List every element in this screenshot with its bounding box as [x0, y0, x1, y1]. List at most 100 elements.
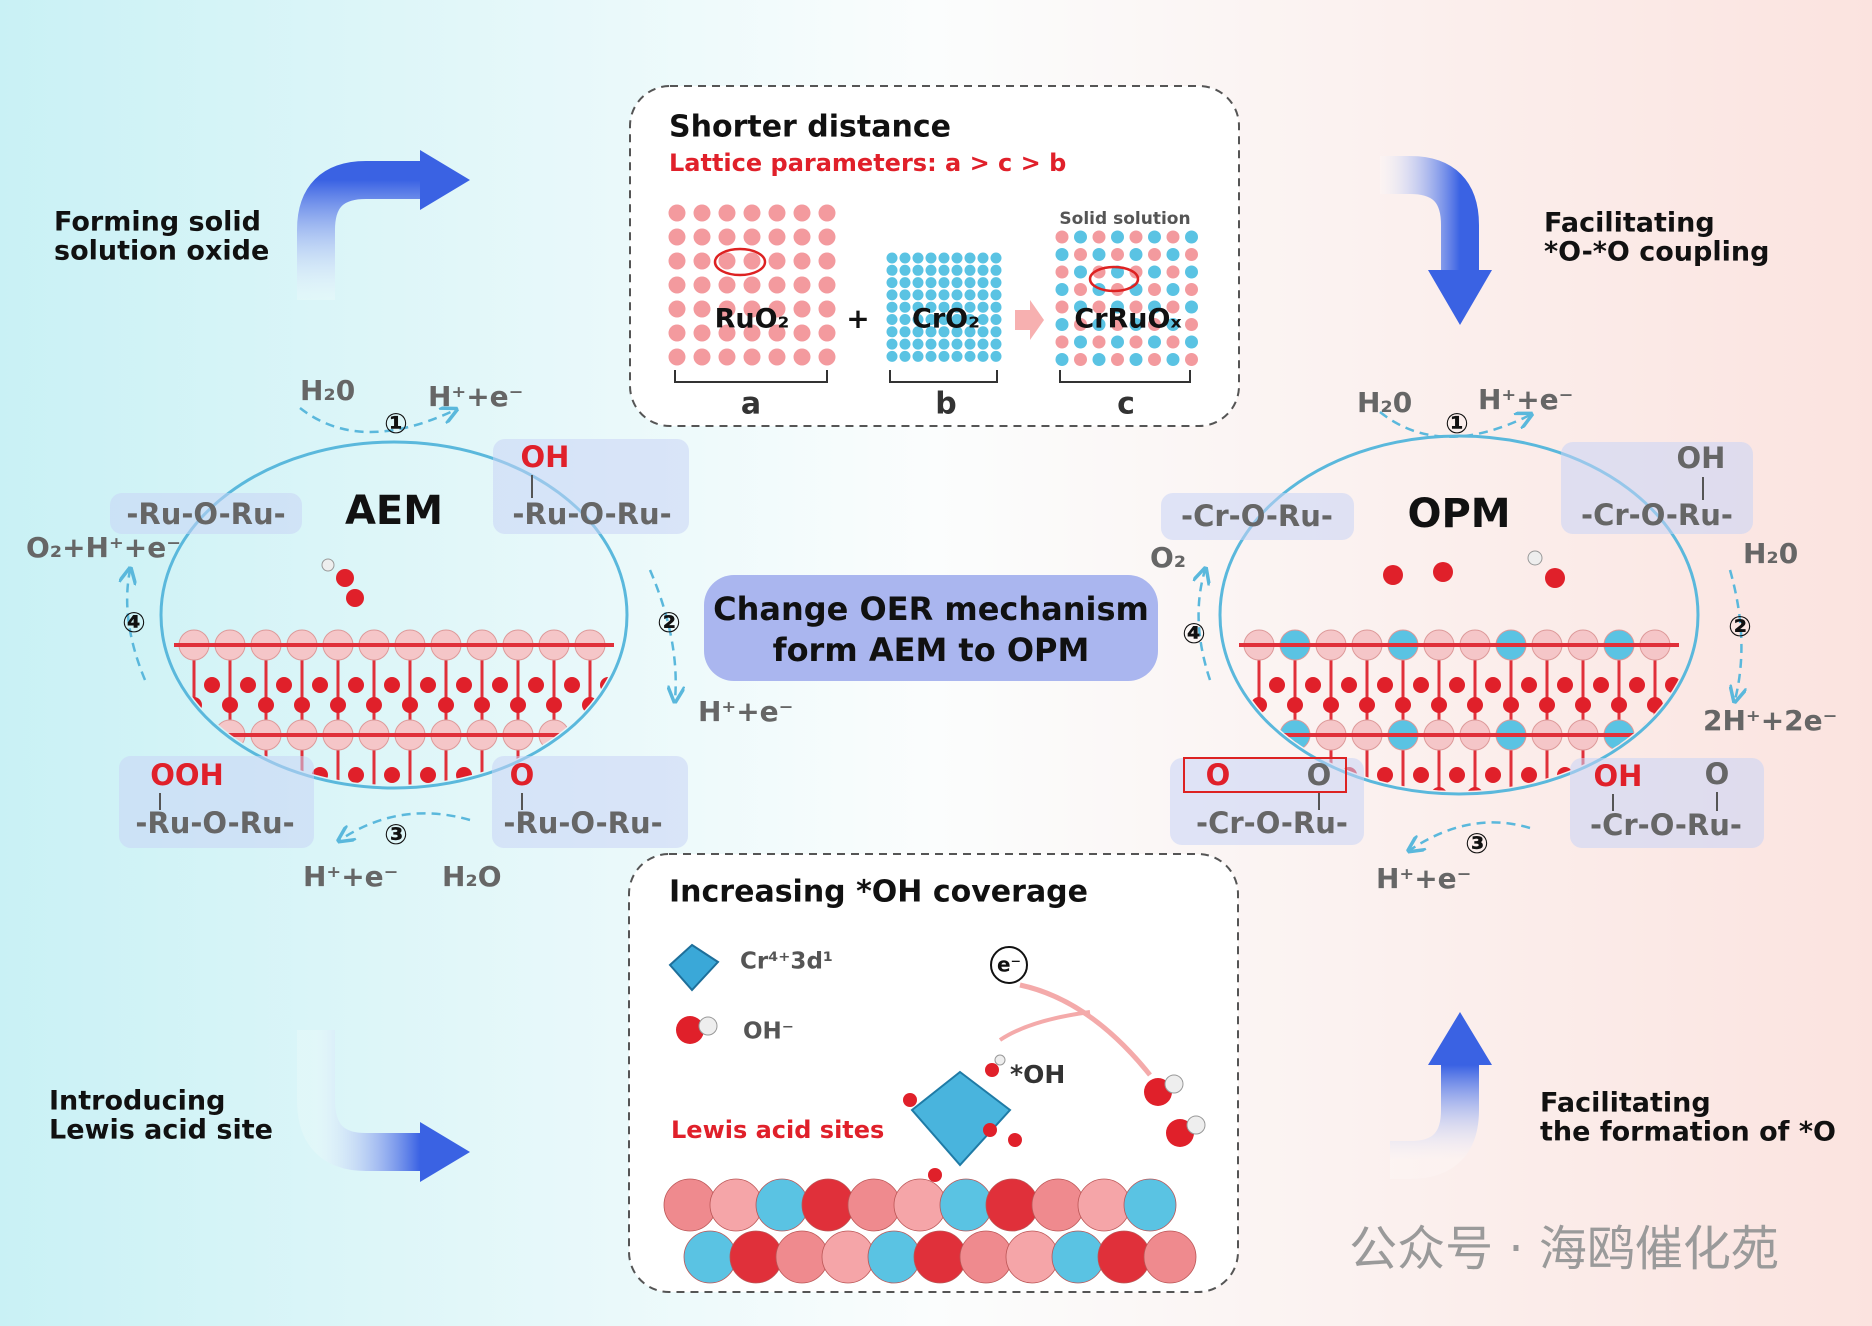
distance-highlight	[713, 247, 767, 277]
mixed-atom	[1129, 248, 1143, 261]
cr-atom	[912, 301, 924, 313]
cycle-arrow	[1410, 821, 1531, 850]
legend-label: Cr⁴⁺3d¹	[740, 949, 833, 975]
ru-atom	[818, 204, 836, 222]
cr-atom	[951, 350, 963, 362]
mixed-atom	[1111, 283, 1124, 296]
mixed-atom	[1074, 248, 1087, 261]
process-arrow	[297, 161, 420, 300]
lattice-label: CrO₂	[912, 304, 980, 335]
mixed-atom	[1148, 353, 1161, 366]
surface-atom	[821, 1230, 875, 1284]
cycle-arrow	[1379, 411, 1530, 438]
site-chain: -Cr-O-Ru-	[1181, 499, 1333, 533]
ru-atom	[768, 252, 786, 270]
species: H⁺+e⁻	[1376, 862, 1471, 895]
cr-atom	[990, 264, 1002, 276]
step-number: ④	[122, 606, 146, 639]
cr-atom	[925, 277, 937, 289]
mixed-atom	[1074, 283, 1087, 296]
species: H₂O	[442, 860, 502, 893]
ru-atom	[718, 276, 736, 294]
cr-atom	[899, 264, 911, 276]
oxygen-atom	[348, 677, 364, 693]
ru-atom	[718, 324, 736, 342]
ru-atom	[818, 276, 836, 294]
ru-atom	[768, 324, 786, 342]
cr-atom	[964, 338, 976, 350]
oxygen-atom	[204, 677, 220, 693]
mixed-atom	[1055, 353, 1069, 366]
cr-atom	[977, 264, 989, 276]
oxygen-atom	[366, 697, 382, 713]
center-label: Change OER mechanism	[713, 590, 1149, 628]
oxygen-atom	[294, 697, 310, 713]
cr-atom	[990, 301, 1002, 313]
ru-atom	[718, 348, 736, 366]
cr-atom	[899, 326, 911, 338]
oxygen-atom	[384, 767, 400, 783]
surface-atom	[1031, 1178, 1085, 1232]
oxygen-atom	[222, 697, 238, 713]
adsorbate: O	[1307, 758, 1332, 792]
site-box	[1561, 442, 1753, 534]
octahedron	[910, 1070, 1012, 1167]
ru-atom	[668, 300, 686, 318]
species: H⁺+e⁻	[428, 380, 523, 413]
cr-atom	[912, 277, 924, 289]
side-note: Lewis acid site	[49, 1115, 273, 1146]
oxygen-atom	[1269, 677, 1285, 693]
mixed-atom	[1055, 318, 1069, 331]
species: H⁺+e⁻	[698, 695, 793, 728]
surface-atom	[775, 1230, 829, 1284]
site-box	[492, 756, 688, 848]
cr-atom	[938, 314, 950, 325]
ru-atom	[818, 252, 836, 270]
ru-atom	[668, 228, 686, 246]
process-arrow-head	[420, 150, 470, 210]
ru-atom	[743, 300, 761, 318]
process-arrow-head	[420, 1122, 470, 1182]
surface-atom	[1097, 1230, 1151, 1284]
ru-atom	[793, 324, 811, 342]
process-arrow-head	[1428, 1012, 1492, 1065]
ru-atom	[743, 276, 761, 294]
cr-atom	[938, 252, 950, 264]
adsorbate-o	[346, 589, 364, 607]
mixed-atom	[1166, 230, 1180, 244]
mixed-atom	[1092, 353, 1106, 366]
cr-atom	[951, 289, 963, 301]
mixed-atom	[1148, 230, 1161, 244]
oxygen-atom	[420, 677, 436, 693]
mixed-atom	[1129, 265, 1143, 279]
center-pill	[704, 575, 1158, 681]
surface-atom	[1051, 1230, 1105, 1284]
cr-atom	[990, 314, 1002, 325]
mixed-atom	[1074, 335, 1087, 349]
species: H⁺+e⁻	[1478, 383, 1573, 416]
cr-atom	[912, 252, 924, 264]
lattice-caption: Solid solution	[1059, 209, 1190, 229]
cr-atom	[951, 338, 963, 350]
oxygen-atom	[1521, 767, 1537, 783]
cycle-arrow	[299, 408, 455, 434]
oxygen-atom	[1575, 697, 1591, 713]
cycle	[1218, 434, 1700, 796]
oxygen-atom	[1503, 697, 1519, 713]
cr-atom	[977, 277, 989, 289]
ru-atom	[768, 276, 786, 294]
oxygen-atom	[456, 677, 472, 693]
cr-atom	[951, 277, 963, 289]
cr-atom	[964, 289, 976, 301]
mixed-atom	[1185, 318, 1198, 331]
species: H₂0	[1357, 386, 1412, 419]
site-box	[119, 756, 314, 848]
surface-atom	[1005, 1230, 1059, 1284]
mixed-atom	[1111, 265, 1124, 279]
plus-sign: +	[846, 302, 869, 335]
cr-atom	[886, 277, 898, 289]
surface-atom	[893, 1178, 947, 1232]
species: O₂	[1150, 541, 1186, 574]
mixed-atom	[1092, 230, 1106, 244]
mixed-atom	[1148, 265, 1161, 279]
